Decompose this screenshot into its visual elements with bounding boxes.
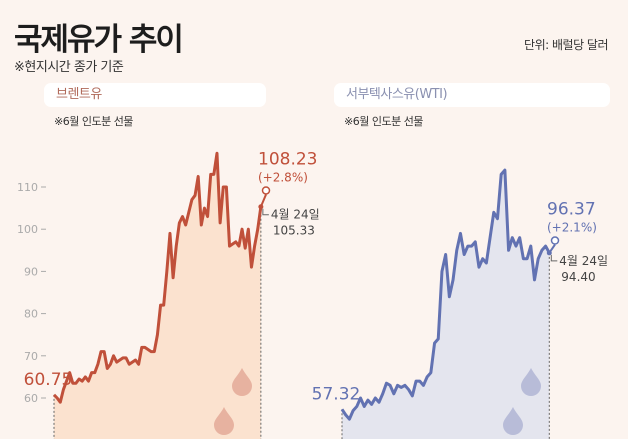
y-tick-label: 110 <box>17 181 38 194</box>
wti-area <box>342 170 550 439</box>
oil-drop-icon <box>521 368 541 396</box>
brent-end-point <box>261 186 271 195</box>
brent-title: 브렌트유 <box>44 83 266 107</box>
y-tick-label: 90 <box>24 265 38 278</box>
y-tick-label: 70 <box>24 350 38 363</box>
wti-prev-leader <box>550 254 558 262</box>
y-tick-label: 60 <box>24 392 38 405</box>
brent-area <box>54 153 261 439</box>
wti-title: 서부텍사스유(WTI) <box>334 83 610 107</box>
brent-end-label: 108.23 <box>258 149 317 169</box>
oil-drop-icon <box>214 407 234 435</box>
brent-start-label: 60.75 <box>24 370 73 390</box>
brent-prev-leader <box>262 208 269 216</box>
brent-line <box>52 151 263 404</box>
brent-prev-date: 4월 24일 <box>271 208 320 222</box>
wti-prev-value: 94.40 <box>561 270 595 284</box>
wti-line <box>340 168 551 421</box>
brent-prev-point <box>258 204 264 210</box>
y-tick-label: 100 <box>17 223 38 236</box>
brent-subtitle: ※6월 인도분 선물 <box>54 115 133 128</box>
wti-subtitle: ※6월 인도분 선물 <box>344 115 423 128</box>
unit-label: 단위: 배럴당 달러 <box>524 38 608 52</box>
wti-end-point <box>550 236 560 245</box>
page-title: 국제유가 추이 <box>14 22 184 58</box>
basis-note: ※현지시간 종가 기준 <box>14 60 124 75</box>
oil-drop-icon <box>503 407 523 435</box>
wti-prev-date: 4월 24일 <box>559 254 608 268</box>
wti-end-change: (+2.1%) <box>547 221 597 235</box>
wti-end-label: 96.37 <box>547 200 596 220</box>
brent-end-change: (+2.8%) <box>258 170 308 184</box>
brent-prev-value: 105.33 <box>273 224 315 238</box>
wti-prev-point <box>546 250 552 256</box>
oil-drop-icon <box>232 368 252 396</box>
wti-start-label: 57.32 <box>312 384 361 404</box>
y-tick-label: 80 <box>24 308 38 321</box>
